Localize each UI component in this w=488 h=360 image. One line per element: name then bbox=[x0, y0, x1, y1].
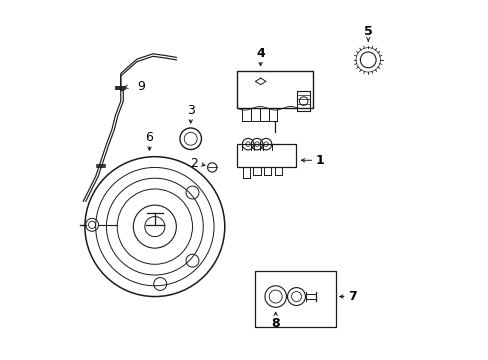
Text: 3: 3 bbox=[186, 104, 194, 117]
Text: 7: 7 bbox=[347, 290, 356, 303]
Bar bbox=[237, 71, 312, 108]
Bar bbox=[237, 144, 296, 167]
Text: 5: 5 bbox=[363, 26, 372, 39]
Text: 4: 4 bbox=[256, 47, 264, 60]
Text: 2: 2 bbox=[190, 157, 198, 170]
Text: 8: 8 bbox=[271, 317, 280, 330]
Text: 6: 6 bbox=[145, 131, 153, 144]
Text: 9: 9 bbox=[137, 80, 145, 93]
Text: 1: 1 bbox=[315, 154, 324, 167]
Bar bbox=[255, 271, 335, 327]
